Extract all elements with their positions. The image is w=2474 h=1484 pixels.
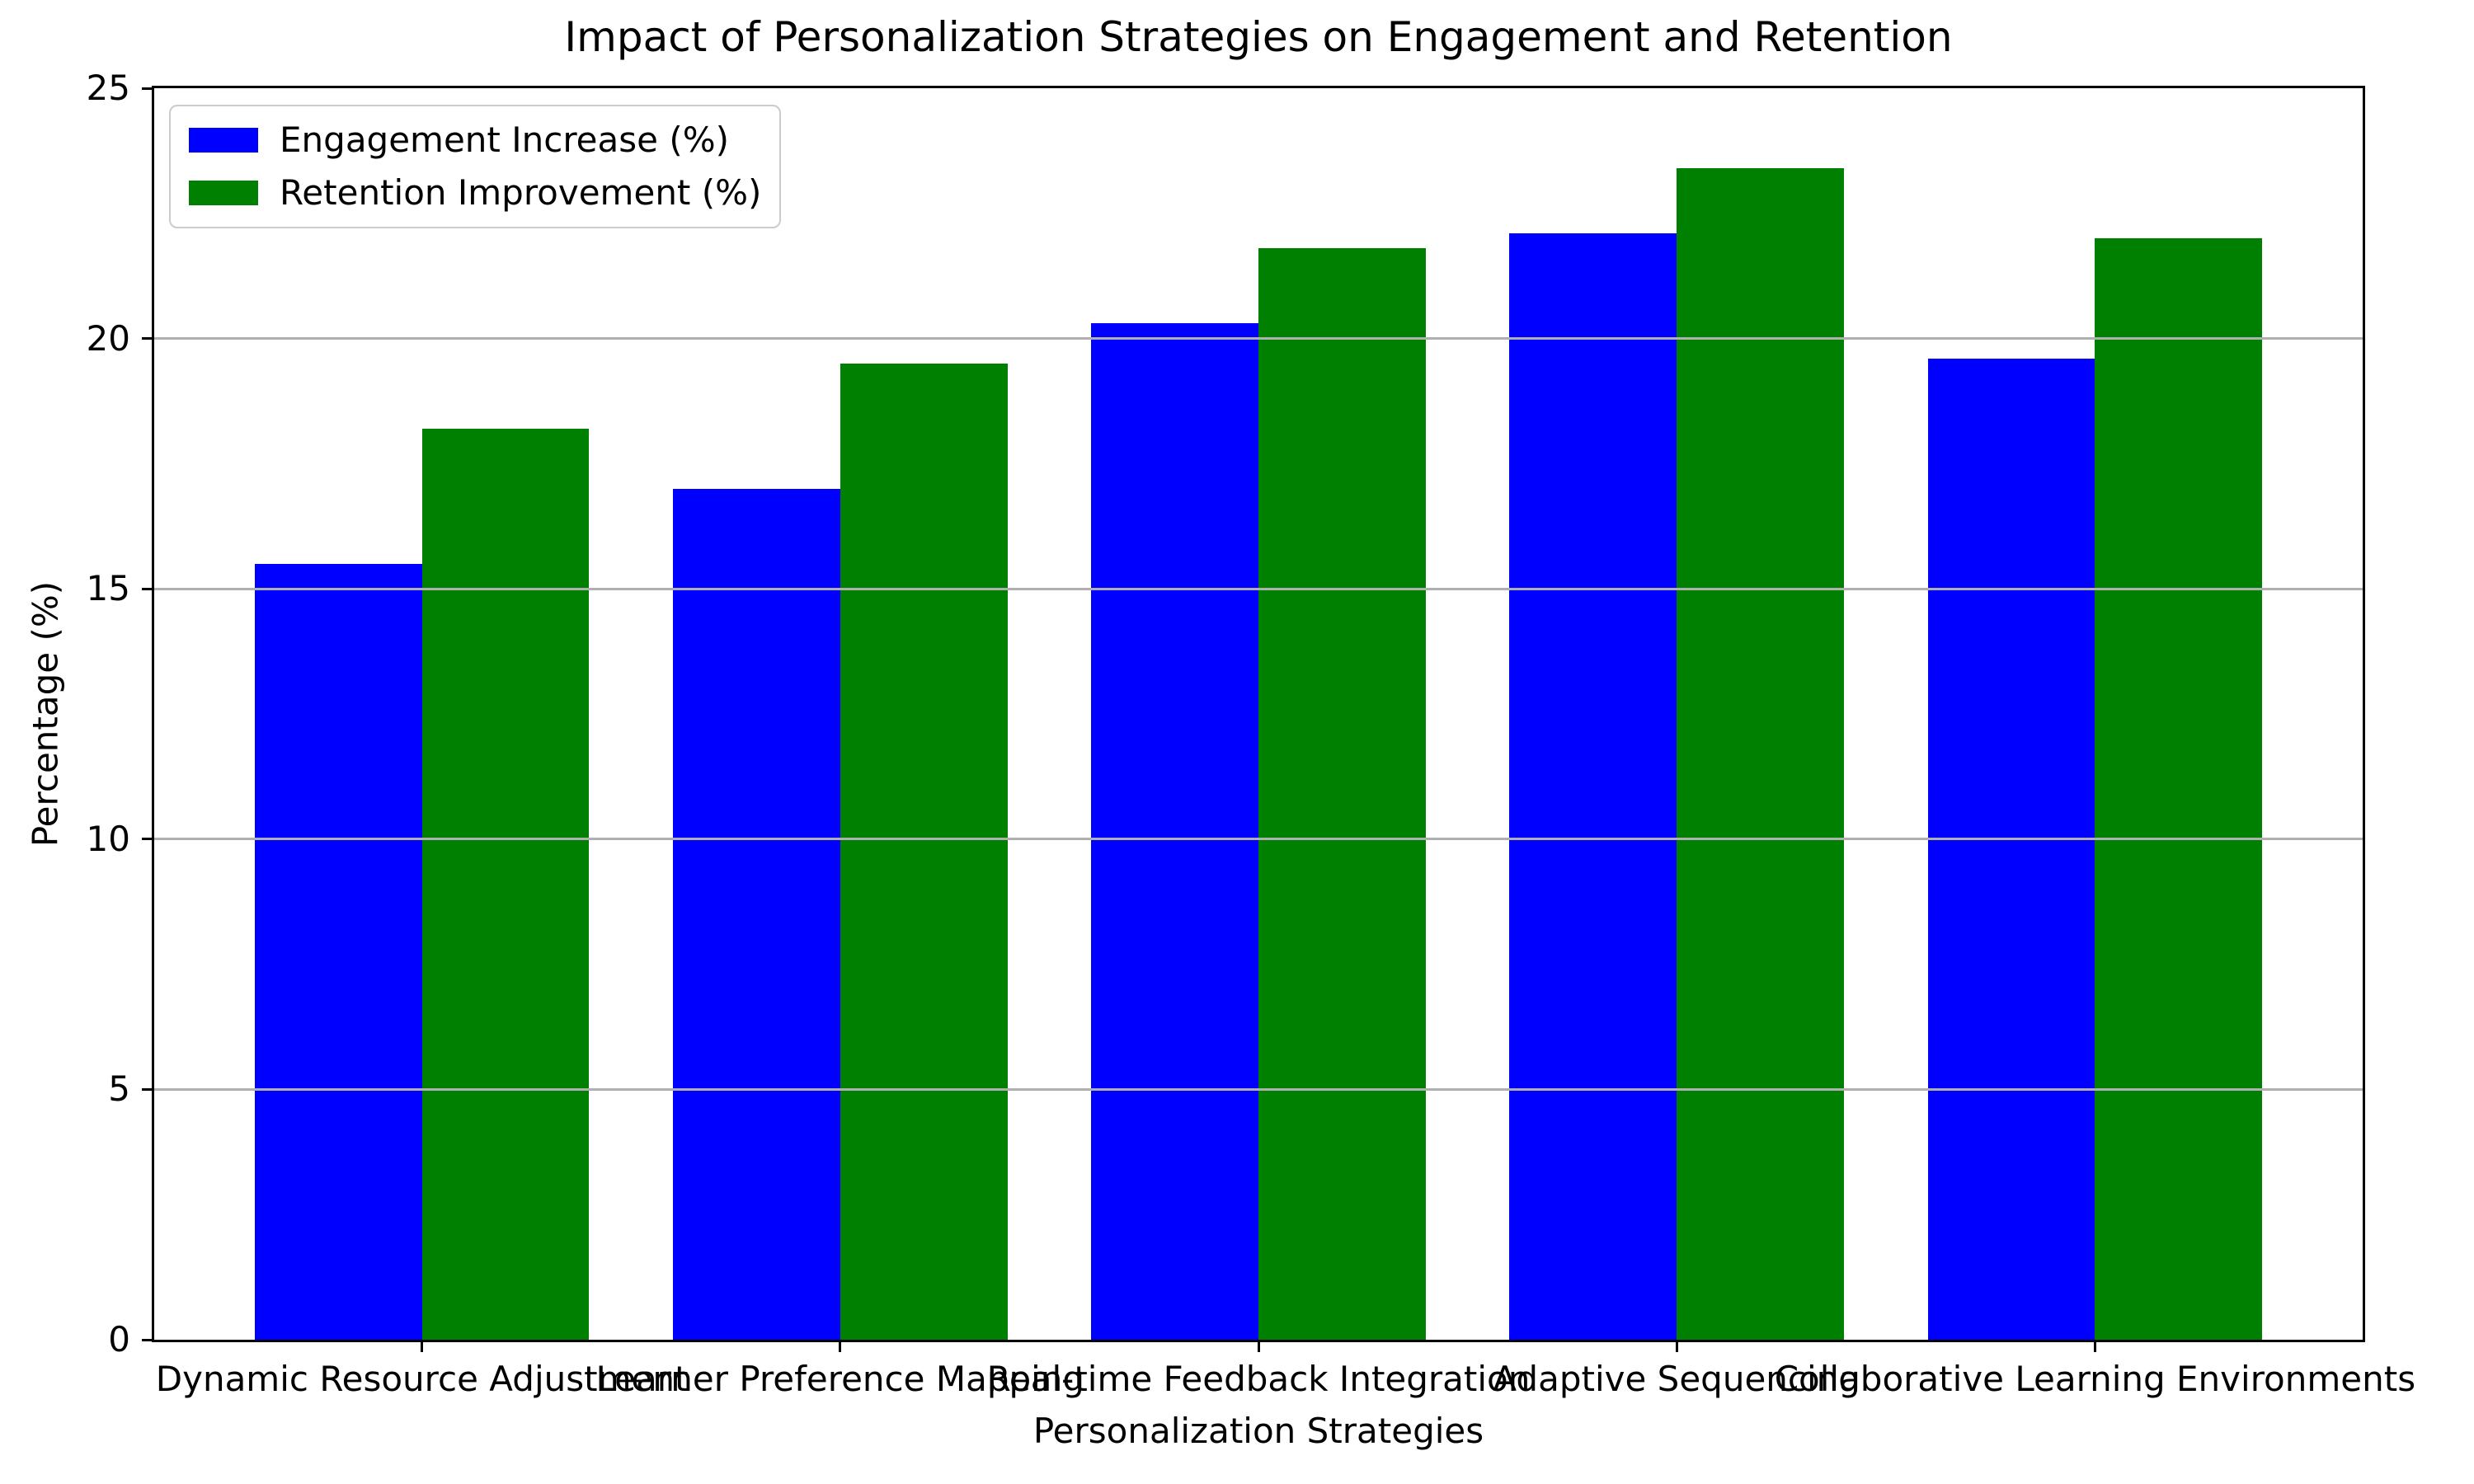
gridline-10: [154, 838, 2363, 841]
bar-retention-3: [1677, 168, 1845, 1340]
y-tick-mark-10: [142, 838, 154, 841]
x-tick-label-3: Adaptive Sequencing: [1493, 1359, 1860, 1399]
chart-title: Impact of Personalization Strategies on …: [564, 13, 1953, 61]
y-tick-label-20: 20: [86, 317, 130, 359]
x-tick-mark-4: [2093, 1340, 2096, 1352]
bar-engagement-1: [672, 488, 840, 1340]
legend-label-engagement: Engagement Increase (%): [280, 120, 730, 160]
x-tick-label-2: Real-time Feedback Integration: [986, 1359, 1531, 1399]
x-tick-mark-2: [1257, 1340, 1260, 1352]
x-tick-label-4: Collaborative Learning Environments: [1774, 1359, 2416, 1399]
bar-retention-2: [1258, 248, 1426, 1340]
x-tick-mark-0: [421, 1340, 424, 1352]
legend-swatch-engagement-icon: [189, 128, 258, 153]
bar-retention-1: [840, 363, 1008, 1340]
legend-item-retention: Retention Improvement (%): [189, 172, 761, 214]
y-tick-label-0: 0: [108, 1319, 130, 1360]
y-tick-label-5: 5: [108, 1068, 130, 1110]
y-tick-mark-0: [142, 1338, 154, 1341]
bar-engagement-0: [254, 563, 422, 1340]
y-tick-label-25: 25: [86, 68, 130, 108]
y-tick-mark-20: [142, 337, 154, 340]
bar-engagement-4: [1927, 358, 2095, 1340]
legend: Engagement Increase (%) Retention Improv…: [169, 105, 782, 228]
y-axis-label: Percentage (%): [25, 580, 66, 848]
x-tick-label-0: Dynamic Resource Adjustment: [155, 1359, 689, 1399]
legend-swatch-retention-icon: [189, 181, 258, 205]
gridline-5: [154, 1087, 2363, 1091]
x-tick-mark-1: [839, 1340, 842, 1352]
y-tick-label-10: 10: [86, 818, 130, 859]
y-tick-mark-25: [142, 87, 154, 90]
x-axis-label: Personalization Strategies: [1032, 1411, 1484, 1451]
y-tick-label-15: 15: [86, 568, 130, 609]
y-tick-mark-15: [142, 587, 154, 590]
bar-engagement-3: [1509, 233, 1677, 1340]
x-tick-label-1: Learner Preference Mapping: [595, 1359, 1085, 1399]
bar-retention-4: [2095, 238, 2263, 1340]
legend-label-retention: Retention Improvement (%): [280, 172, 762, 213]
bar-engagement-2: [1091, 323, 1258, 1340]
bar-retention-0: [421, 428, 590, 1340]
plot-area: Engagement Increase (%) Retention Improv…: [152, 86, 2365, 1342]
legend-item-engagement: Engagement Increase (%): [189, 120, 761, 161]
gridline-15: [154, 587, 2363, 590]
gridline-20: [154, 337, 2363, 340]
y-tick-mark-5: [142, 1087, 154, 1091]
x-tick-mark-3: [1675, 1340, 1678, 1352]
